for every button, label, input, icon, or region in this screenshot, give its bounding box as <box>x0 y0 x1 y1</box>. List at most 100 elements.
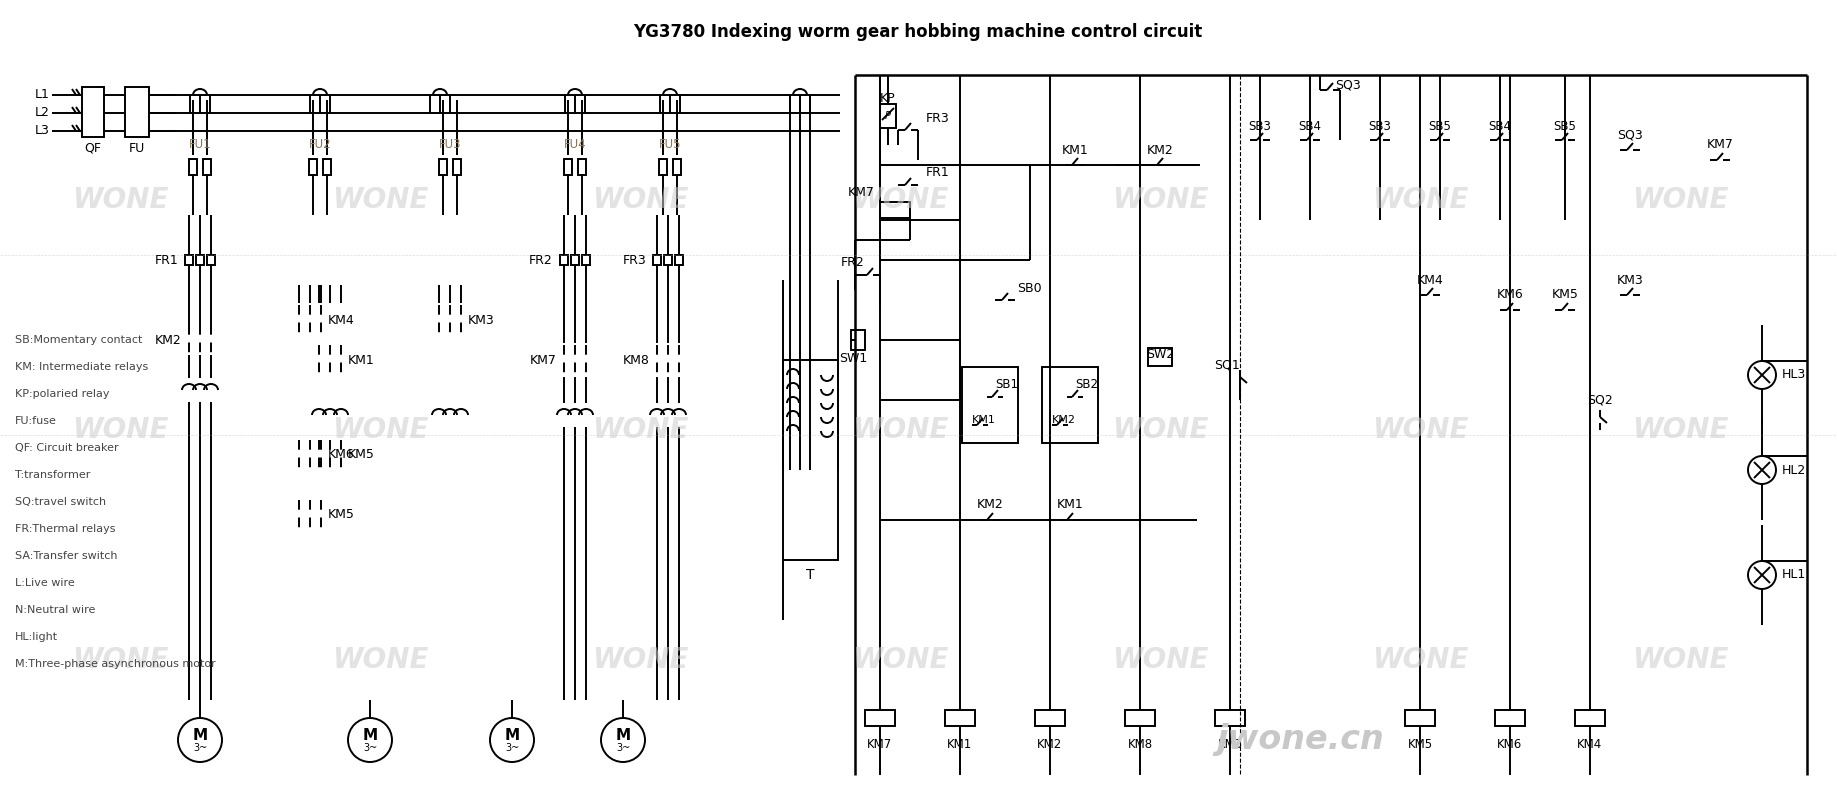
Text: SQ1: SQ1 <box>1214 358 1240 371</box>
Text: FU: FU <box>129 141 145 154</box>
Text: KM3: KM3 <box>1218 738 1242 751</box>
Text: L1: L1 <box>35 89 50 102</box>
Text: FR1: FR1 <box>154 253 178 266</box>
Bar <box>674 255 683 265</box>
Bar <box>323 159 331 175</box>
Text: SB4: SB4 <box>1299 119 1321 132</box>
Text: KM5: KM5 <box>1407 738 1433 751</box>
Text: SQ3: SQ3 <box>1617 128 1642 141</box>
Text: 3~: 3~ <box>364 743 377 753</box>
Bar <box>1405 710 1435 726</box>
Text: QF: QF <box>85 141 101 154</box>
Bar <box>309 159 318 175</box>
Text: FR3: FR3 <box>926 111 950 124</box>
Text: WONE: WONE <box>852 646 948 674</box>
Bar <box>1042 367 1099 443</box>
Text: T: T <box>806 568 814 582</box>
Bar <box>83 87 105 137</box>
Circle shape <box>347 718 391 762</box>
Text: 3~: 3~ <box>193 743 208 753</box>
Text: WONE: WONE <box>1372 646 1468 674</box>
Text: WONE: WONE <box>72 416 169 444</box>
Bar <box>1495 710 1525 726</box>
Text: KM7: KM7 <box>531 353 557 366</box>
Text: KM1: KM1 <box>972 415 996 425</box>
Text: FU3: FU3 <box>439 139 461 152</box>
Text: KM6: KM6 <box>1497 288 1523 302</box>
Text: KM5: KM5 <box>1552 288 1578 302</box>
Text: WONE: WONE <box>1631 186 1729 214</box>
Bar <box>560 255 568 265</box>
Text: WONE: WONE <box>1111 186 1209 214</box>
Text: HL3: HL3 <box>1782 369 1806 382</box>
Text: SQ3: SQ3 <box>1335 78 1361 91</box>
Text: KM3: KM3 <box>1617 274 1644 286</box>
Text: L:Live wire: L:Live wire <box>15 578 75 588</box>
Circle shape <box>1749 456 1776 484</box>
Text: KM4: KM4 <box>1578 738 1602 751</box>
Bar <box>1574 710 1606 726</box>
Text: SB2: SB2 <box>1075 378 1099 391</box>
Text: KM1: KM1 <box>1056 499 1084 512</box>
Text: SB3: SB3 <box>1369 119 1391 132</box>
Text: KM6: KM6 <box>329 449 355 462</box>
Text: WONE: WONE <box>1631 416 1729 444</box>
Bar <box>579 159 586 175</box>
Text: WONE: WONE <box>1631 646 1729 674</box>
Bar <box>125 87 149 137</box>
Text: KM1: KM1 <box>1062 144 1088 157</box>
Bar <box>1124 710 1155 726</box>
Bar <box>582 255 590 265</box>
Text: SB:Momentary contact: SB:Momentary contact <box>15 335 143 345</box>
Bar <box>1034 710 1065 726</box>
Text: M: M <box>193 727 208 742</box>
Text: KM2: KM2 <box>156 333 182 346</box>
Text: WONE: WONE <box>852 186 948 214</box>
Text: KM2: KM2 <box>1038 738 1062 751</box>
Text: WONE: WONE <box>72 186 169 214</box>
Bar <box>944 710 975 726</box>
Text: KM8: KM8 <box>623 353 650 366</box>
Text: jwone.cn: jwone.cn <box>1216 724 1383 756</box>
Text: SW2: SW2 <box>1146 349 1174 362</box>
Bar <box>439 159 446 175</box>
Text: FU:fuse: FU:fuse <box>15 416 57 426</box>
Text: KM7: KM7 <box>1707 139 1734 152</box>
Text: WONE: WONE <box>1111 416 1209 444</box>
Text: 3~: 3~ <box>615 743 630 753</box>
Bar <box>1148 348 1172 366</box>
Text: KP:polaried relay: KP:polaried relay <box>15 389 110 399</box>
Text: WONE: WONE <box>592 646 689 674</box>
Text: WONE: WONE <box>1372 186 1468 214</box>
Text: FR2: FR2 <box>529 253 553 266</box>
Bar <box>189 159 197 175</box>
Text: KM: Intermediate relays: KM: Intermediate relays <box>15 362 149 372</box>
Text: M:Three-phase asynchronous motor: M:Three-phase asynchronous motor <box>15 659 215 669</box>
Bar <box>880 104 896 128</box>
Text: SQ2: SQ2 <box>1587 394 1613 407</box>
Text: M: M <box>615 727 630 742</box>
Text: SW1: SW1 <box>840 352 867 365</box>
Text: WONE: WONE <box>592 416 689 444</box>
Text: FR:Thermal relays: FR:Thermal relays <box>15 524 116 534</box>
Text: FU4: FU4 <box>564 139 586 152</box>
Text: T:transformer: T:transformer <box>15 470 90 480</box>
Circle shape <box>490 718 535 762</box>
Bar <box>783 360 838 560</box>
Text: SQ:travel switch: SQ:travel switch <box>15 497 107 507</box>
Bar <box>672 159 682 175</box>
Text: KM2: KM2 <box>1146 144 1174 157</box>
Text: KM2: KM2 <box>1053 415 1076 425</box>
Text: KM3: KM3 <box>468 313 494 327</box>
Text: KM7: KM7 <box>867 738 893 751</box>
Text: KM6: KM6 <box>1497 738 1523 751</box>
Text: M: M <box>362 727 378 742</box>
Text: L3: L3 <box>35 124 50 137</box>
Text: QF: Circuit breaker: QF: Circuit breaker <box>15 443 119 453</box>
Bar <box>652 255 661 265</box>
Text: WONE: WONE <box>852 416 948 444</box>
Bar <box>880 202 909 218</box>
Text: M: M <box>505 727 520 742</box>
Text: KM1: KM1 <box>347 353 375 366</box>
Text: WONE: WONE <box>72 646 169 674</box>
